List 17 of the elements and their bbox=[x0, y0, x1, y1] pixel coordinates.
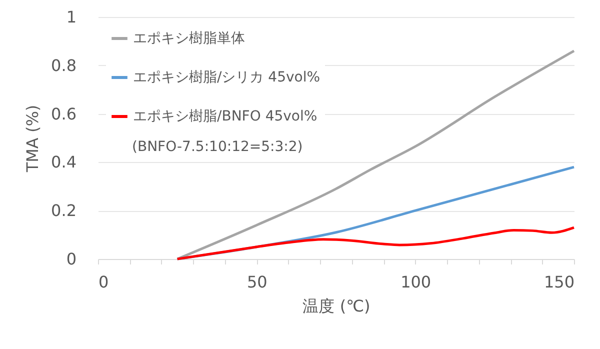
legend-label: エポキシ樹脂/シリカ 45vol% bbox=[133, 70, 320, 86]
y-tick-label: 0.6 bbox=[51, 104, 76, 124]
annotation: (BNFO-7.5:10:12=5:3:2) bbox=[132, 139, 303, 155]
y-tick-label: 0.2 bbox=[51, 201, 76, 220]
y-tick-label: 1 bbox=[66, 8, 76, 26]
x-tick-label: 0 bbox=[98, 272, 109, 292]
line-series bbox=[176, 226, 576, 260]
x-axis-title: 温度 (℃) bbox=[302, 296, 370, 316]
x-tick-label: 150 bbox=[544, 272, 574, 292]
legend-label: エポキシ樹脂/BNFO 45vol% bbox=[133, 108, 318, 124]
legend-label: エポキシ樹脂単体 bbox=[133, 30, 245, 46]
y-tick-label: 0 bbox=[66, 250, 76, 268]
y-tick-label: 0.8 bbox=[51, 56, 76, 75]
y-tick-label: 0.4 bbox=[51, 152, 76, 172]
x-tick-label: 50 bbox=[246, 272, 268, 292]
y-axis-title: TMA (%) bbox=[23, 104, 42, 174]
x-tick-label: 100 bbox=[400, 272, 432, 292]
